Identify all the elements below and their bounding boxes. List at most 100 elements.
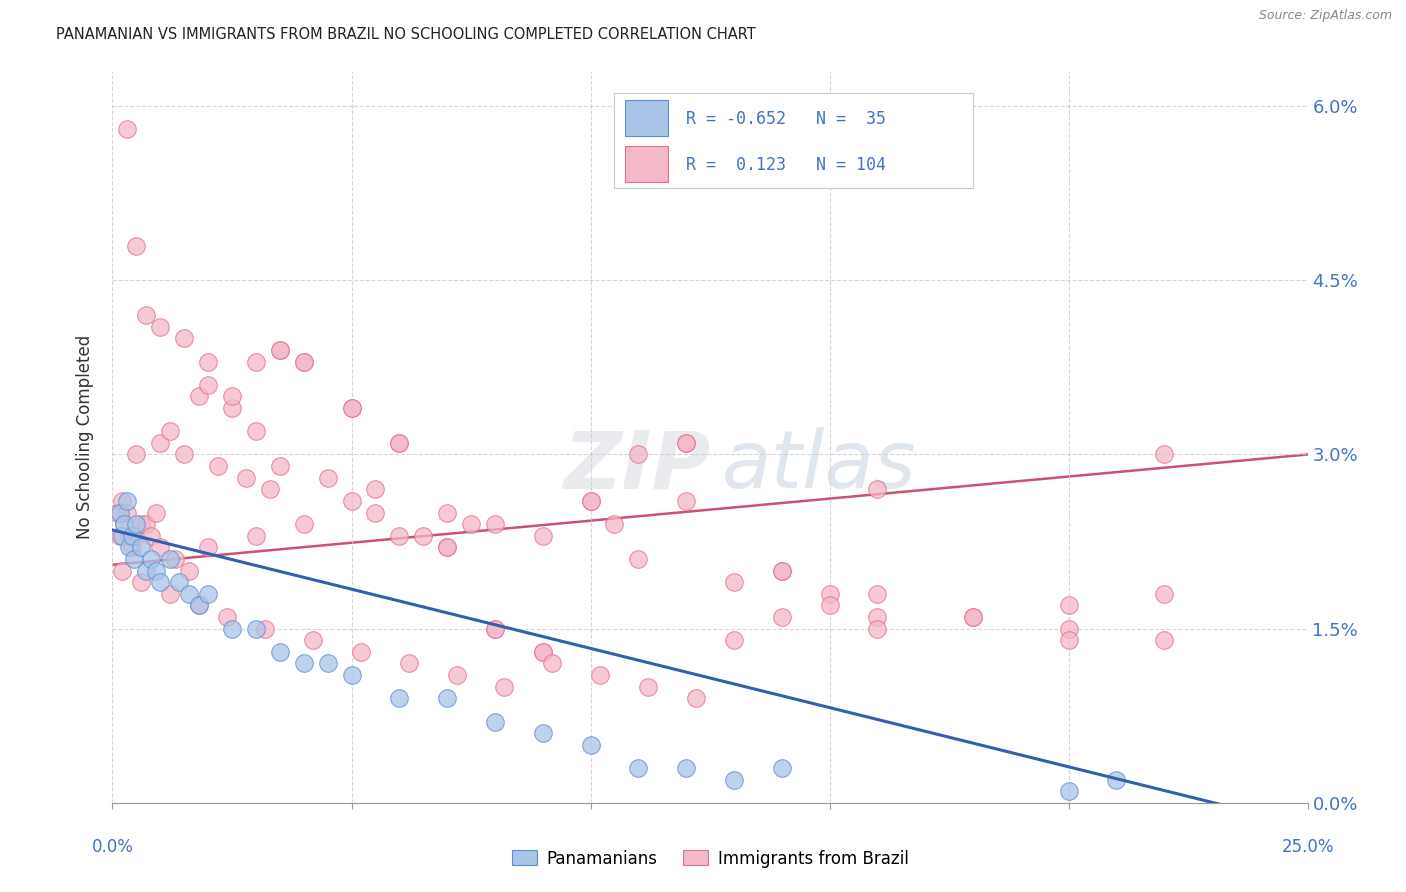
Y-axis label: No Schooling Completed: No Schooling Completed <box>76 335 94 539</box>
Point <box>129 541 152 555</box>
Point <box>388 691 411 706</box>
Text: PANAMANIAN VS IMMIGRANTS FROM BRAZIL NO SCHOOLING COMPLETED CORRELATION CHART: PANAMANIAN VS IMMIGRANTS FROM BRAZIL NO … <box>56 27 756 42</box>
Point <box>149 575 172 590</box>
Point <box>197 377 219 392</box>
Point <box>111 529 134 543</box>
Point <box>259 483 281 497</box>
Point <box>340 668 363 682</box>
Point <box>292 354 315 368</box>
Point <box>589 668 612 682</box>
Point <box>531 529 554 543</box>
Point <box>121 529 143 543</box>
Point <box>723 772 745 787</box>
Point <box>115 506 138 520</box>
Point <box>118 529 141 543</box>
Text: Source: ZipAtlas.com: Source: ZipAtlas.com <box>1258 9 1392 22</box>
Point <box>139 552 162 566</box>
Point <box>866 622 889 636</box>
Point <box>245 354 267 368</box>
Point <box>675 436 697 450</box>
Point <box>603 517 626 532</box>
Point <box>962 610 984 624</box>
Point <box>105 506 128 520</box>
Point <box>1057 784 1080 798</box>
Point <box>340 494 363 508</box>
Point <box>135 564 157 578</box>
Point <box>111 564 134 578</box>
Point <box>484 517 506 532</box>
Point <box>446 668 468 682</box>
Point <box>1153 587 1175 601</box>
Point <box>163 552 186 566</box>
Point <box>340 401 363 415</box>
Point <box>436 541 458 555</box>
Point <box>254 622 277 636</box>
Point <box>177 564 200 578</box>
Point <box>388 436 411 450</box>
Point <box>108 506 131 520</box>
Point <box>114 517 135 532</box>
Point <box>484 622 506 636</box>
Point <box>159 424 181 438</box>
Point <box>398 657 420 671</box>
Point <box>177 587 200 601</box>
Point <box>1105 772 1128 787</box>
Point <box>460 517 482 532</box>
Point <box>122 552 145 566</box>
Point <box>129 517 152 532</box>
Point <box>962 610 984 624</box>
Point <box>1153 633 1175 648</box>
Point <box>412 529 434 543</box>
Point <box>818 587 841 601</box>
Point <box>675 494 697 508</box>
Point <box>1153 448 1175 462</box>
Point <box>866 610 889 624</box>
Point <box>135 308 157 322</box>
Point <box>579 494 602 508</box>
Point <box>364 483 387 497</box>
Point <box>269 343 291 357</box>
Point <box>770 761 793 775</box>
Point <box>245 529 267 543</box>
Point <box>531 645 554 659</box>
Point <box>197 587 219 601</box>
Point <box>129 575 152 590</box>
Text: 25.0%: 25.0% <box>1281 838 1334 856</box>
Point <box>197 541 219 555</box>
Point <box>866 587 889 601</box>
Point <box>723 575 745 590</box>
Point <box>221 622 243 636</box>
Point <box>637 680 659 694</box>
Point <box>627 448 650 462</box>
Point <box>292 657 315 671</box>
Point <box>115 122 138 136</box>
Point <box>302 633 325 648</box>
Point <box>292 517 315 532</box>
Point <box>627 552 650 566</box>
Point <box>187 599 209 613</box>
Point <box>675 761 697 775</box>
Point <box>207 459 229 474</box>
Point <box>770 564 793 578</box>
Point <box>145 564 167 578</box>
Point <box>770 564 793 578</box>
Point <box>1057 633 1080 648</box>
Point <box>114 517 135 532</box>
Text: atlas: atlas <box>723 427 917 506</box>
Point <box>149 436 172 450</box>
Point <box>269 459 291 474</box>
Point <box>245 424 267 438</box>
Point <box>235 471 257 485</box>
Point <box>484 622 506 636</box>
Point <box>579 494 602 508</box>
Point <box>866 483 889 497</box>
Point <box>340 401 363 415</box>
Point <box>579 738 602 752</box>
Point <box>187 599 209 613</box>
Point <box>118 541 141 555</box>
Point <box>121 541 143 555</box>
Point <box>187 389 209 403</box>
Point <box>1057 599 1080 613</box>
Point <box>269 343 291 357</box>
Point <box>292 354 315 368</box>
